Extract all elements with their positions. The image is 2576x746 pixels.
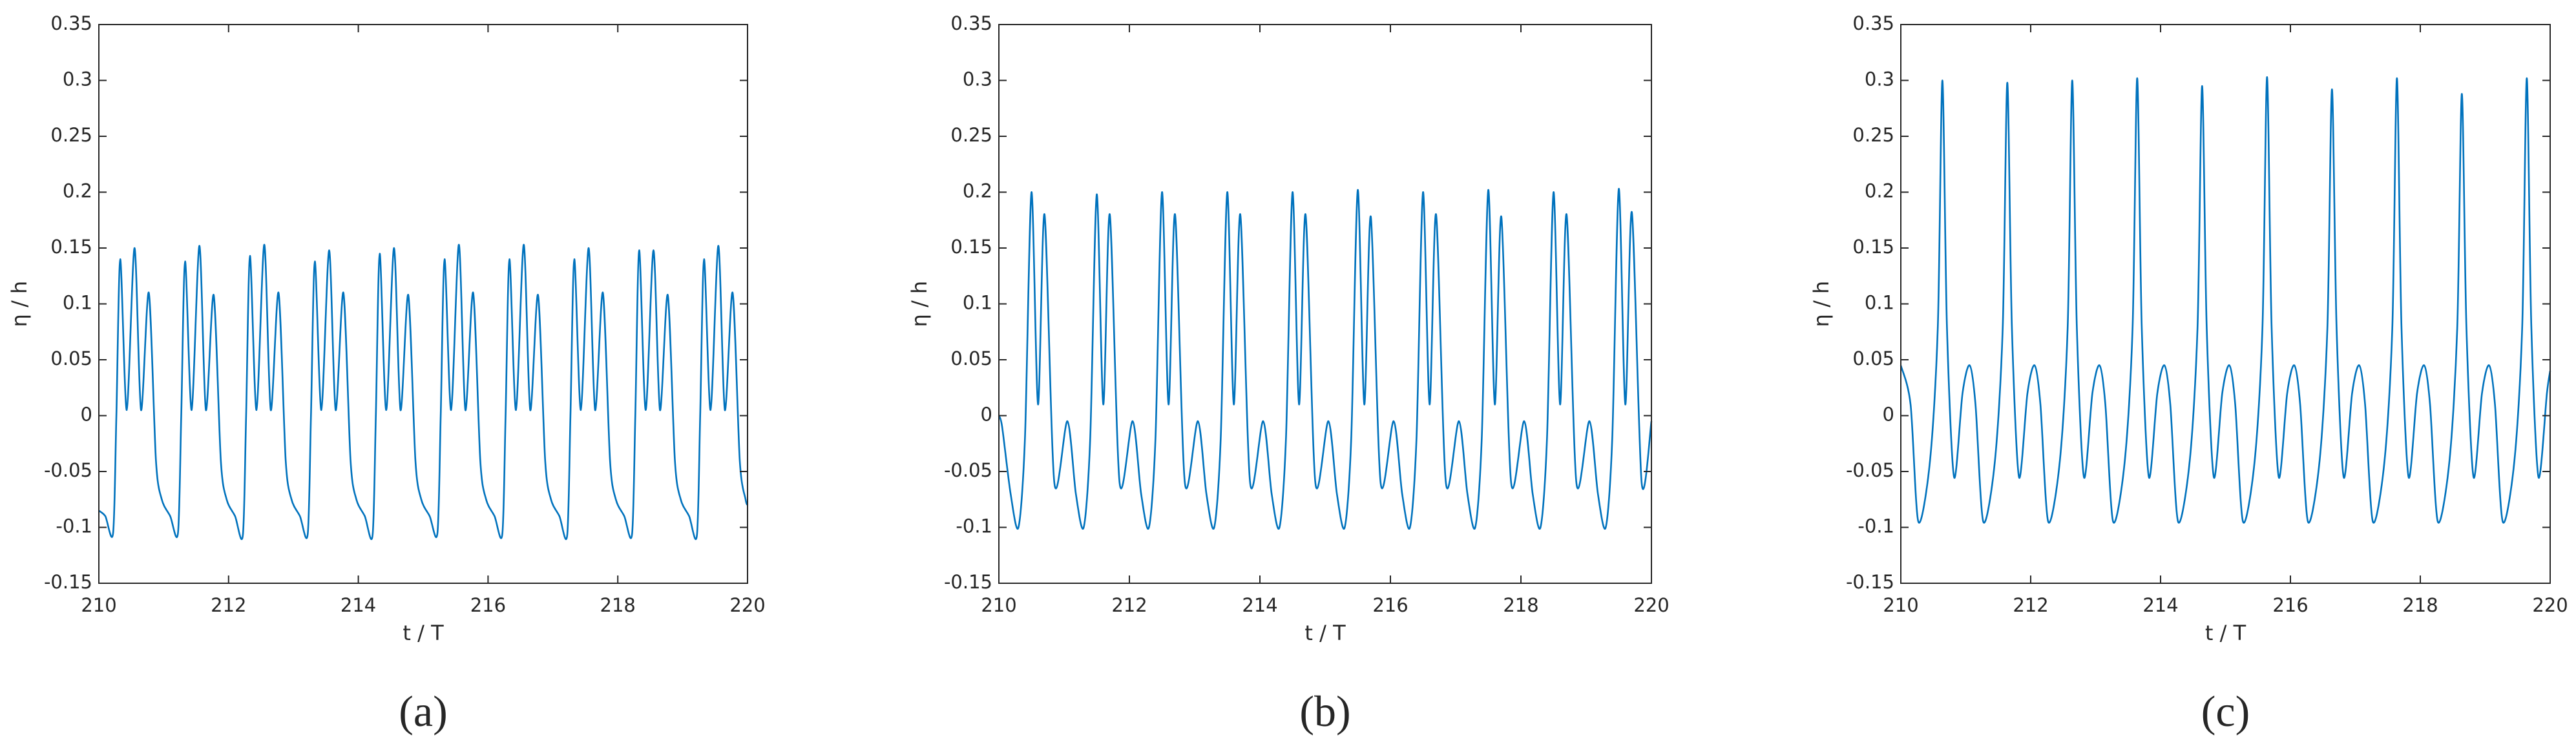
x-axis-label: t / T bbox=[1304, 621, 1346, 645]
data-line bbox=[998, 187, 1653, 530]
x-tick-label: 216 bbox=[2272, 594, 2308, 616]
y-tick-label: -0.1 bbox=[56, 515, 92, 537]
y-tick-label: -0.05 bbox=[1846, 459, 1894, 481]
x-tick-label: 220 bbox=[729, 594, 765, 616]
plot-area bbox=[99, 25, 748, 583]
y-tick-label: 0.2 bbox=[963, 180, 992, 202]
x-tick-label: 212 bbox=[2013, 594, 2048, 616]
x-tick-label: 214 bbox=[2142, 594, 2178, 616]
y-axis-label: η / h bbox=[907, 281, 932, 327]
x-tick-label: 212 bbox=[1111, 594, 1147, 616]
x-tick-label: 218 bbox=[600, 594, 636, 616]
y-tick-label: 0.2 bbox=[63, 180, 92, 202]
y-tick-label: 0 bbox=[81, 404, 92, 426]
x-tick-label: 216 bbox=[470, 594, 506, 616]
y-tick-label: 0.15 bbox=[950, 236, 992, 258]
y-tick-label: 0.1 bbox=[1865, 292, 1894, 314]
y-tick-label: 0.3 bbox=[1865, 68, 1894, 90]
plot-area bbox=[999, 25, 1651, 583]
y-tick-label: 0.3 bbox=[963, 68, 992, 90]
y-tick-label: -0.15 bbox=[44, 571, 92, 593]
y-tick-label: -0.05 bbox=[44, 459, 92, 481]
panel-label: (a) bbox=[399, 687, 447, 736]
y-tick-label: 0.3 bbox=[63, 68, 92, 90]
y-tick-label: 0.35 bbox=[950, 12, 992, 34]
y-tick-label: 0 bbox=[1883, 404, 1894, 426]
y-axis-label: η / h bbox=[7, 281, 32, 327]
plot-area bbox=[1901, 25, 2550, 583]
data-line bbox=[98, 243, 749, 541]
x-tick-label: 220 bbox=[2532, 594, 2568, 616]
y-tick-label: 0 bbox=[981, 404, 992, 426]
y-axis-label: η / h bbox=[1809, 281, 1834, 327]
y-tick-label: 0.15 bbox=[1852, 236, 1894, 258]
chart-panel: -0.15 -0.1 -0.05 0 0.05 0.1 0.15 0.2 0.25 0.3 0.35… bbox=[1809, 12, 2568, 736]
y-tick-label: 0.05 bbox=[50, 347, 92, 369]
y-tick-label: -0.1 bbox=[1858, 515, 1894, 537]
y-tick-label: 0.25 bbox=[950, 124, 992, 146]
y-tick-label: 0.35 bbox=[1852, 12, 1894, 34]
x-tick-label: 212 bbox=[211, 594, 246, 616]
x-axis-label: t / T bbox=[403, 621, 444, 645]
x-axis-label: t / T bbox=[2205, 621, 2246, 645]
y-tick-label: 0.05 bbox=[950, 347, 992, 369]
y-tick-label: -0.15 bbox=[1846, 571, 1894, 593]
chart-panel: -0.15 -0.1 -0.05 0 0.05 0.1 0.15 0.2 0.25 0.3 0.35… bbox=[7, 12, 766, 736]
panel-label: (c) bbox=[2201, 687, 2250, 736]
y-tick-label: -0.1 bbox=[956, 515, 992, 537]
y-tick-label: 0.25 bbox=[50, 124, 92, 146]
panel-label: (b) bbox=[1299, 687, 1350, 736]
x-tick-label: 210 bbox=[1883, 594, 1918, 616]
x-tick-label: 214 bbox=[340, 594, 376, 616]
y-tick-label: 0.35 bbox=[50, 12, 92, 34]
y-tick-label: 0.2 bbox=[1865, 180, 1894, 202]
y-tick-label: 0.15 bbox=[50, 236, 92, 258]
x-tick-label: 210 bbox=[81, 594, 116, 616]
x-tick-label: 218 bbox=[2402, 594, 2438, 616]
data-line bbox=[1900, 76, 2551, 524]
y-tick-label: -0.15 bbox=[944, 571, 992, 593]
x-tick-label: 218 bbox=[1503, 594, 1538, 616]
y-tick-label: -0.05 bbox=[944, 459, 992, 481]
y-tick-label: 0.25 bbox=[1852, 124, 1894, 146]
x-tick-label: 214 bbox=[1242, 594, 1277, 616]
y-tick-label: 0.1 bbox=[963, 292, 992, 314]
chart-panel: -0.15 -0.1 -0.05 0 0.05 0.1 0.15 0.2 0.25 0.3 0.35… bbox=[907, 12, 1670, 736]
x-tick-label: 220 bbox=[1633, 594, 1669, 616]
y-tick-label: 0.1 bbox=[63, 292, 92, 314]
x-tick-label: 216 bbox=[1372, 594, 1408, 616]
y-tick-label: 0.05 bbox=[1852, 347, 1894, 369]
x-tick-label: 210 bbox=[981, 594, 1016, 616]
